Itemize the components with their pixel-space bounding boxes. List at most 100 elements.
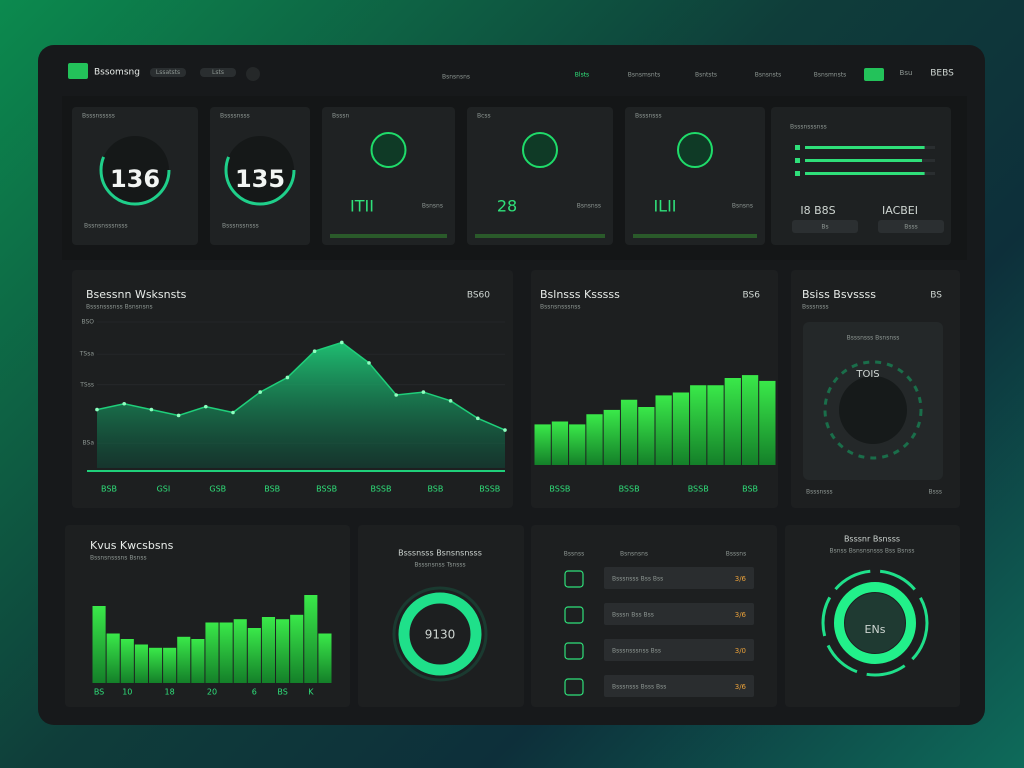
row-label[interactable]: Bsssnsss Bsss Bss xyxy=(612,684,666,691)
y-tick-label: TSsa xyxy=(79,351,95,358)
bar xyxy=(741,375,759,465)
kpi-title: Bssssnsss xyxy=(220,113,250,120)
pill-label[interactable]: Lsts xyxy=(212,69,224,76)
bar xyxy=(672,392,690,465)
bar xyxy=(290,614,304,683)
card-subtitle: Bsssnsnss Tsnsss xyxy=(414,562,465,569)
dial-value: TOIS xyxy=(855,369,879,380)
row-icon xyxy=(564,678,584,696)
progress-dot xyxy=(795,145,800,150)
icon[interactable] xyxy=(864,68,884,81)
nav-item[interactable]: Bsnsmsnts xyxy=(628,72,660,79)
area xyxy=(97,342,505,468)
bar xyxy=(205,622,219,683)
x-tick-label: K xyxy=(308,688,314,697)
row-icon xyxy=(564,642,584,660)
y-tick-label: BSa xyxy=(83,440,95,447)
button-label[interactable]: Bsss xyxy=(904,224,918,231)
icon-glow xyxy=(677,132,713,168)
bar xyxy=(318,633,332,683)
nav-item[interactable]: Blsts xyxy=(575,72,589,79)
point xyxy=(448,399,453,403)
icon[interactable] xyxy=(246,67,260,81)
nav-item[interactable]: Bsnsmnsts xyxy=(814,72,846,79)
list-header: Bsssns xyxy=(726,551,746,558)
search[interactable]: Bsnsnsns xyxy=(442,74,470,81)
point xyxy=(204,404,208,409)
point xyxy=(340,340,344,345)
bar xyxy=(120,639,134,683)
row-bg[interactable] xyxy=(604,567,754,589)
kpi-strip xyxy=(475,234,605,238)
x-tick-label: BSSB xyxy=(316,485,337,494)
pill[interactable] xyxy=(150,68,186,77)
point xyxy=(122,401,126,406)
bar xyxy=(638,407,655,465)
bar xyxy=(586,414,603,465)
bar xyxy=(276,619,290,683)
row-value[interactable]: 3/6 xyxy=(735,575,747,583)
x-tick-label: BS xyxy=(277,688,287,697)
badge: BS60 xyxy=(467,291,490,301)
x-tick-label: BSB xyxy=(427,485,443,494)
bar xyxy=(177,636,191,683)
row-bg[interactable] xyxy=(604,675,754,697)
pill-label[interactable]: Lssatsts xyxy=(156,69,180,76)
point xyxy=(258,390,263,394)
button[interactable] xyxy=(878,220,944,233)
progress-bar xyxy=(805,146,925,149)
row-icon xyxy=(564,606,584,624)
bar xyxy=(707,385,724,465)
row-label[interactable]: Bsssnsss Bss Bss xyxy=(612,576,663,583)
kpi-title: Bsssnsss xyxy=(635,113,662,120)
row-bg[interactable] xyxy=(604,639,754,661)
progress-dot xyxy=(795,158,800,163)
button-label[interactable]: Bs xyxy=(821,224,828,231)
row-value[interactable]: 3/6 xyxy=(735,683,747,691)
kpi-title: Bsssn xyxy=(332,113,349,120)
gauge xyxy=(99,134,171,206)
nav-item[interactable]: Bsntsts xyxy=(695,72,717,79)
kpi-card xyxy=(322,107,455,245)
bar xyxy=(163,647,177,683)
card-title: Bsssnsssnss xyxy=(790,124,827,131)
bar xyxy=(534,424,551,465)
bar xyxy=(690,385,707,465)
x-tick-label: BSB xyxy=(742,485,758,494)
x-tick-label: BSSB xyxy=(371,485,392,494)
gauge xyxy=(224,134,296,206)
row-label[interactable]: Bsssnsssnss Bss xyxy=(612,648,661,655)
kpi-title: Bsssnsssss xyxy=(82,113,115,120)
nav-item[interactable]: Bsnsnsts xyxy=(755,72,782,79)
bar xyxy=(759,380,776,465)
bar xyxy=(191,639,205,683)
point xyxy=(312,349,317,354)
x-tick-label: BSB xyxy=(264,485,280,494)
kpi-value: ILII xyxy=(653,197,676,216)
kpi-value: 135 xyxy=(235,165,285,193)
row-value[interactable]: 3/6 xyxy=(735,611,747,619)
row-label[interactable]: Bsssn Bss Bss xyxy=(612,612,654,619)
card-title: Bsssnr Bsnsss xyxy=(844,535,900,544)
dial xyxy=(823,360,923,460)
user-small[interactable]: Bsu xyxy=(900,69,913,77)
card-subtitle: Bsssnsss xyxy=(802,304,829,311)
row-bg[interactable] xyxy=(604,603,754,625)
kpi-card xyxy=(467,107,613,245)
pill[interactable] xyxy=(200,68,236,77)
button[interactable] xyxy=(792,220,858,233)
kpi-caption: Bsnsnss xyxy=(577,203,601,210)
logo[interactable] xyxy=(68,63,88,79)
progress-dot xyxy=(795,171,800,176)
user[interactable]: BEBS xyxy=(930,69,954,79)
x-tick-label: GSI xyxy=(157,485,171,494)
point xyxy=(394,393,399,397)
x-tick-label: 10 xyxy=(122,688,132,697)
bar xyxy=(106,633,120,683)
row-value[interactable]: 3/0 xyxy=(735,647,746,655)
ring xyxy=(398,592,482,676)
x-tick-label: BSSB xyxy=(549,485,570,494)
chart-title: Kvus Kwcsbsns xyxy=(90,539,174,552)
bar xyxy=(655,395,672,465)
